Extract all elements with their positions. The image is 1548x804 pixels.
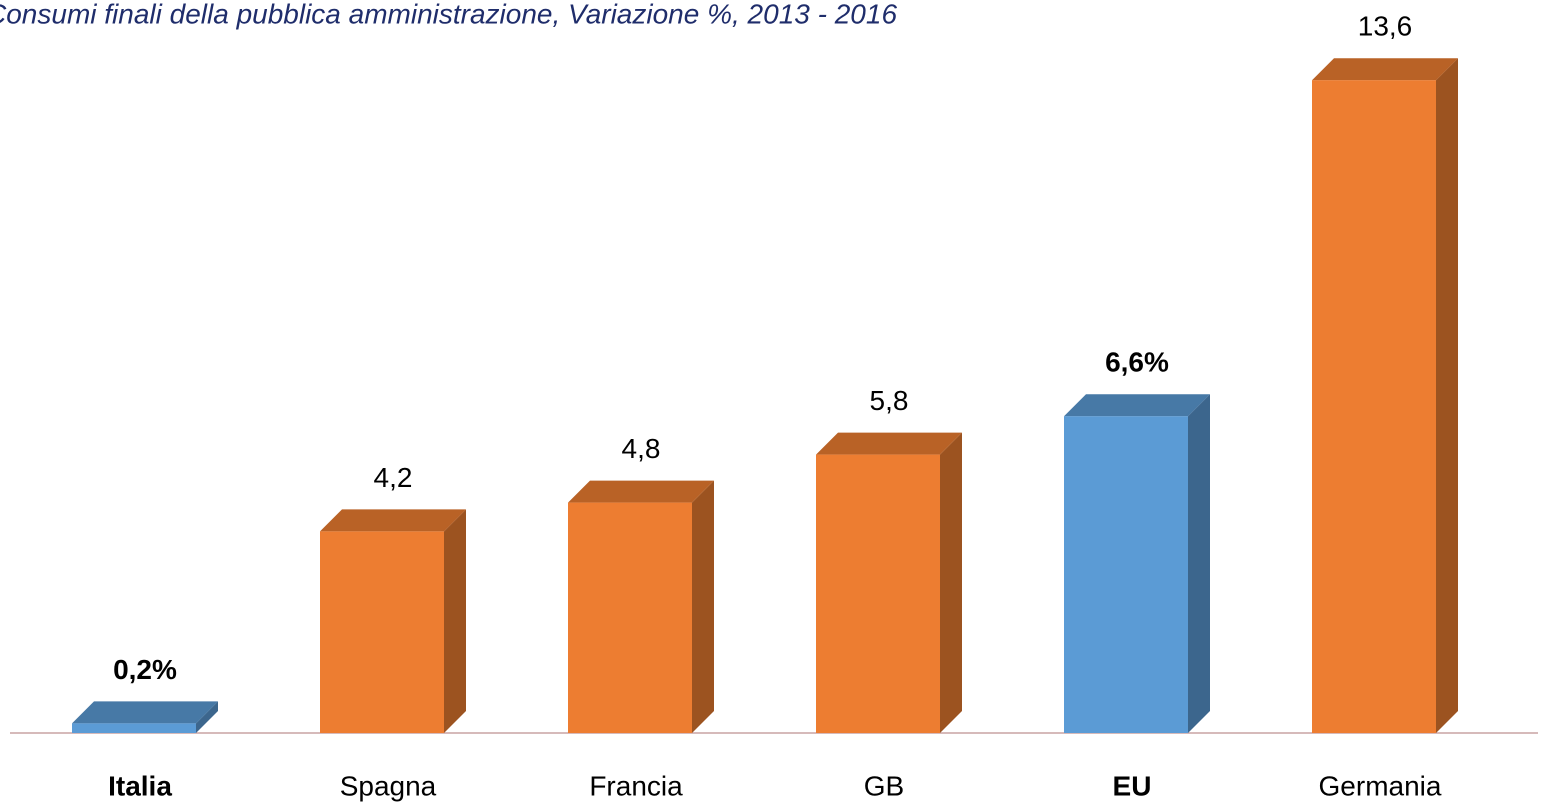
- data-label: 13,6: [1358, 11, 1413, 42]
- bar-side: [1188, 394, 1210, 733]
- chart-title: Consumi finali della pubblica amministra…: [0, 0, 897, 29]
- bar-side: [196, 701, 218, 733]
- data-label: 5,8: [870, 385, 909, 416]
- x-tick-label: GB: [864, 770, 904, 801]
- bar-side: [940, 432, 962, 733]
- bar: [568, 502, 692, 733]
- bar-top: [1064, 394, 1210, 417]
- bar: [320, 531, 444, 733]
- x-tick-label: Italia: [108, 770, 172, 801]
- bar-top: [320, 509, 466, 532]
- bar-side: [692, 480, 714, 733]
- x-tick-label: Spagna: [340, 770, 437, 801]
- bar: [72, 723, 196, 733]
- bar-side: [444, 509, 466, 733]
- x-tick-label: EU: [1113, 770, 1152, 801]
- data-label: 6,6%: [1105, 347, 1169, 378]
- bar: [1064, 416, 1188, 733]
- data-label: 4,2: [374, 462, 413, 493]
- bar-top: [568, 480, 714, 503]
- x-tick-label: Germania: [1319, 770, 1442, 801]
- bar-top: [816, 432, 962, 455]
- x-tick-label: Francia: [589, 770, 683, 801]
- bar-top: [1312, 58, 1458, 81]
- bar: [816, 454, 940, 733]
- bar-side: [1436, 58, 1458, 733]
- bar: [1312, 80, 1436, 733]
- data-label: 4,8: [622, 433, 661, 464]
- data-label: 0,2%: [113, 654, 177, 685]
- bar-top: [72, 701, 218, 724]
